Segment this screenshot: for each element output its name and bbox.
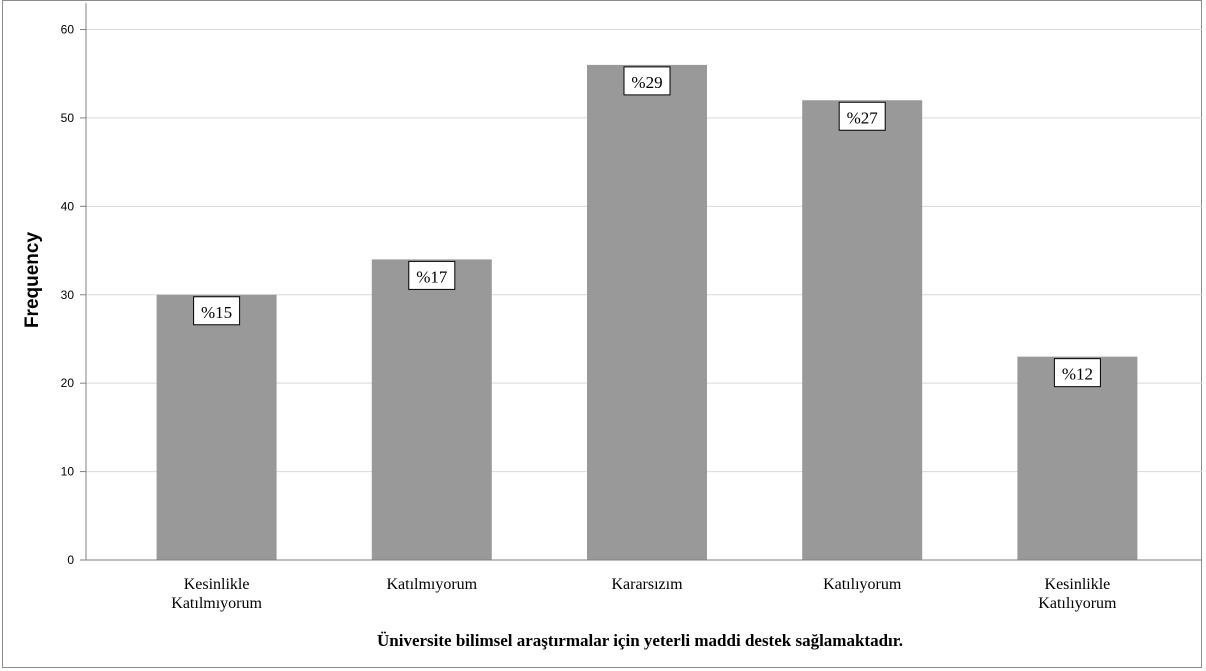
x-axis-label: Üniversite bilimsel araştırmalar için ye… [377,631,903,650]
data-labels: %15 %17 %29 %27 %12 [193,66,1101,388]
y-tick-label: 0 [67,553,74,567]
bar [371,259,492,560]
bar [1017,356,1138,560]
data-label-box [408,260,456,290]
x-tick-label: Katılmıyorum [386,576,477,593]
data-label: %17 [416,267,448,286]
bar [587,64,707,560]
data-label: %15 [201,303,232,322]
x-tick-label: Katılıyorum [823,576,902,593]
data-label: %27 [847,108,879,127]
bar [802,100,923,560]
y-tick-label: 60 [61,23,75,37]
y-tick-label: 20 [61,376,75,390]
y-tick-label: 50 [61,111,75,125]
data-label: %29 [631,73,662,92]
data-label-box [1053,358,1101,388]
x-tick-label: Kesinlikle Katılmıyorum [171,576,262,612]
data-label-box [623,66,671,96]
y-tick-label: 30 [61,288,75,302]
x-axis-categories: Kesinlikle Katılmıyorum Katılmıyorum Karars… [171,576,1117,612]
y-tick-label: 10 [61,465,75,479]
y-tick-label: 40 [61,199,75,213]
y-axis-ticks: 0 10 20 30 40 50 60 [61,23,86,567]
x-tick-label: Kesinlikle Katılıyorum [1038,576,1117,612]
y-axis-label: Frequency [22,232,43,329]
data-label: %12 [1062,365,1093,384]
x-tick-label: Kararsızım [611,576,683,593]
data-label-box [193,296,241,326]
axes [85,3,1202,561]
bars [156,64,1138,560]
bar [156,294,277,560]
data-label-box [838,101,886,131]
